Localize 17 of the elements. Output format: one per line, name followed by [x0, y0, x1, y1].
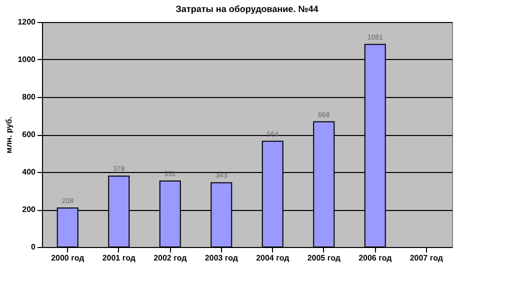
x-tick-label: 2001 год: [102, 254, 136, 262]
x-tick-label: 2007 год: [410, 254, 443, 262]
x-tick-label: 2006 год: [358, 254, 392, 262]
y-tick-label: 1000: [18, 55, 36, 64]
y-tick-label: 1200: [18, 18, 36, 26]
y-tick-label: 400: [22, 168, 36, 176]
x-tick-label: 2000 год: [51, 254, 84, 262]
y-tick-label: 800: [22, 92, 36, 102]
x-tick-label: 2004 год: [256, 254, 290, 262]
y-tick-label: 600: [22, 130, 36, 139]
y-tick-label: 0: [31, 242, 36, 252]
y-tick-label: 200: [22, 205, 36, 214]
chart-title: Затраты на оборудование. №44: [176, 4, 318, 14]
x-tick-label: 2002 год: [154, 254, 187, 262]
x-tick-label: 2003 год: [204, 254, 238, 262]
y-axis-title: млн. руб.: [4, 116, 14, 154]
x-tick-label: 2005 год: [307, 254, 340, 262]
